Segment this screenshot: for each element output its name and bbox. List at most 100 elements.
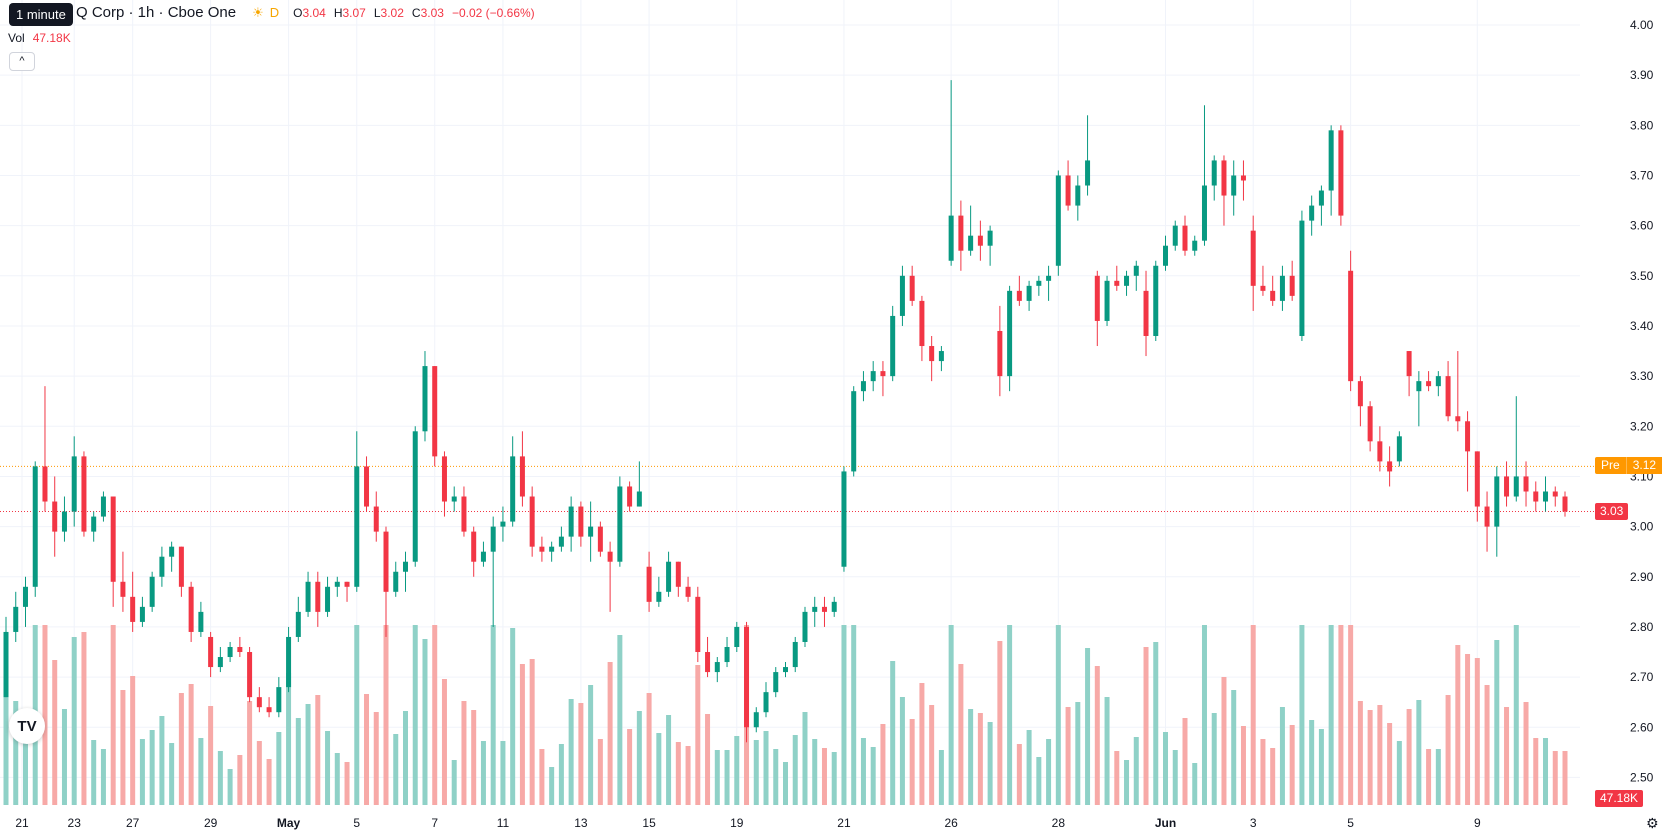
volume-bar xyxy=(169,743,175,805)
candle-body xyxy=(325,586,331,612)
candle-body xyxy=(480,551,486,562)
candle-body xyxy=(52,501,58,532)
volume-bar xyxy=(130,676,136,805)
volume-bar xyxy=(958,664,964,805)
candle-body xyxy=(198,611,204,632)
volume-bar xyxy=(1211,713,1217,805)
volume-bar xyxy=(91,740,97,805)
collapse-legend-button[interactable]: ^ xyxy=(9,52,35,71)
candle-body xyxy=(968,235,974,251)
interval-tooltip: 1 minute xyxy=(9,3,73,26)
candle-body xyxy=(734,626,740,647)
volume-bar xyxy=(851,625,857,805)
volume-bar xyxy=(1367,710,1373,805)
volume-bar xyxy=(100,749,106,805)
volume-bar xyxy=(675,742,681,805)
candle-body xyxy=(675,561,681,587)
candle-body xyxy=(1055,175,1061,266)
volume-bar xyxy=(1484,685,1490,805)
volume-bar xyxy=(666,715,672,805)
candle-body xyxy=(812,606,818,612)
volume-bar xyxy=(1426,749,1432,805)
volume-bar xyxy=(1533,738,1539,805)
candle-body xyxy=(169,546,175,557)
volume-bar xyxy=(1172,750,1178,805)
candle-body xyxy=(344,581,350,587)
volume-bar xyxy=(227,769,233,805)
candle-body xyxy=(247,652,253,698)
y-tick-label: 3.30 xyxy=(1630,369,1654,383)
candle-body xyxy=(286,636,292,688)
volume-bar xyxy=(821,748,827,805)
volume-bar xyxy=(1445,695,1451,805)
volume-bar xyxy=(71,637,77,805)
x-tick-label: Jun xyxy=(1155,816,1176,830)
volume-bar xyxy=(1270,748,1276,805)
x-tick-label: 3 xyxy=(1250,816,1257,830)
volume-bar xyxy=(734,736,740,805)
y-tick-label: 3.70 xyxy=(1630,168,1654,182)
volume-bar xyxy=(1163,732,1169,805)
volume-bar xyxy=(1114,751,1120,805)
volume-bar xyxy=(1133,737,1139,805)
candle-body xyxy=(1026,285,1032,301)
volume-bar xyxy=(1377,705,1383,805)
volume-bar xyxy=(325,731,331,805)
candle-body xyxy=(1513,476,1519,497)
candle-body xyxy=(315,581,321,612)
candle-body xyxy=(1231,175,1237,196)
candle-body xyxy=(705,652,711,673)
symbol-title[interactable]: Q Corp · 1h · Cboe One xyxy=(76,4,237,21)
volume-bar xyxy=(1474,658,1480,805)
volume-bar xyxy=(1065,707,1071,805)
candle-body xyxy=(1124,275,1130,286)
candle-body xyxy=(188,586,194,632)
volume-bar xyxy=(178,693,184,805)
candle-body xyxy=(1133,265,1139,276)
candle-body xyxy=(558,536,564,547)
volume-bar xyxy=(1289,725,1295,805)
candle-body xyxy=(1250,230,1256,286)
candle-body xyxy=(237,646,243,653)
x-tick-label: 23 xyxy=(68,816,82,830)
volume-bar xyxy=(597,739,603,805)
volume-bar xyxy=(724,750,730,805)
x-tick-label: 9 xyxy=(1474,816,1481,830)
volume-bar xyxy=(1240,726,1246,805)
candle-body xyxy=(1523,476,1529,492)
volume-bar xyxy=(1396,741,1402,805)
x-tick-label: 5 xyxy=(1347,816,1354,830)
candle-body xyxy=(13,606,19,632)
tradingview-logo[interactable]: TV xyxy=(9,708,45,744)
candle-body xyxy=(539,546,545,552)
volume-bar xyxy=(646,693,652,805)
y-tick-label: 3.80 xyxy=(1630,118,1654,132)
low-label: L xyxy=(373,5,381,20)
candle-body xyxy=(364,466,370,507)
pre-market-tag: Pre 3.12 xyxy=(1595,457,1663,475)
gear-icon[interactable]: ⚙ xyxy=(1646,815,1659,831)
candle-body xyxy=(1377,441,1383,462)
candle-body xyxy=(1484,506,1490,527)
volume-bar xyxy=(110,625,116,805)
volume-legend: Vol 47.18K xyxy=(8,31,71,45)
candle-body xyxy=(851,391,857,472)
candle-body xyxy=(1260,285,1266,291)
y-tick-label: 3.00 xyxy=(1630,520,1654,534)
candle-body xyxy=(1114,280,1120,286)
volume-bar xyxy=(198,738,204,805)
volume-tag: 47.18K xyxy=(1595,790,1644,807)
volume-bar xyxy=(529,659,535,805)
volume-bar xyxy=(860,738,866,805)
candle-body xyxy=(393,571,399,592)
volume-bar xyxy=(1221,677,1227,805)
volume-bar xyxy=(1026,730,1032,805)
candle-body xyxy=(383,531,389,592)
candle-body xyxy=(1309,205,1315,221)
volume-bar xyxy=(1494,640,1500,805)
volume-bar xyxy=(1153,642,1159,805)
candle-body xyxy=(802,611,808,642)
candle-body xyxy=(178,546,184,587)
candle-body xyxy=(1465,421,1471,452)
